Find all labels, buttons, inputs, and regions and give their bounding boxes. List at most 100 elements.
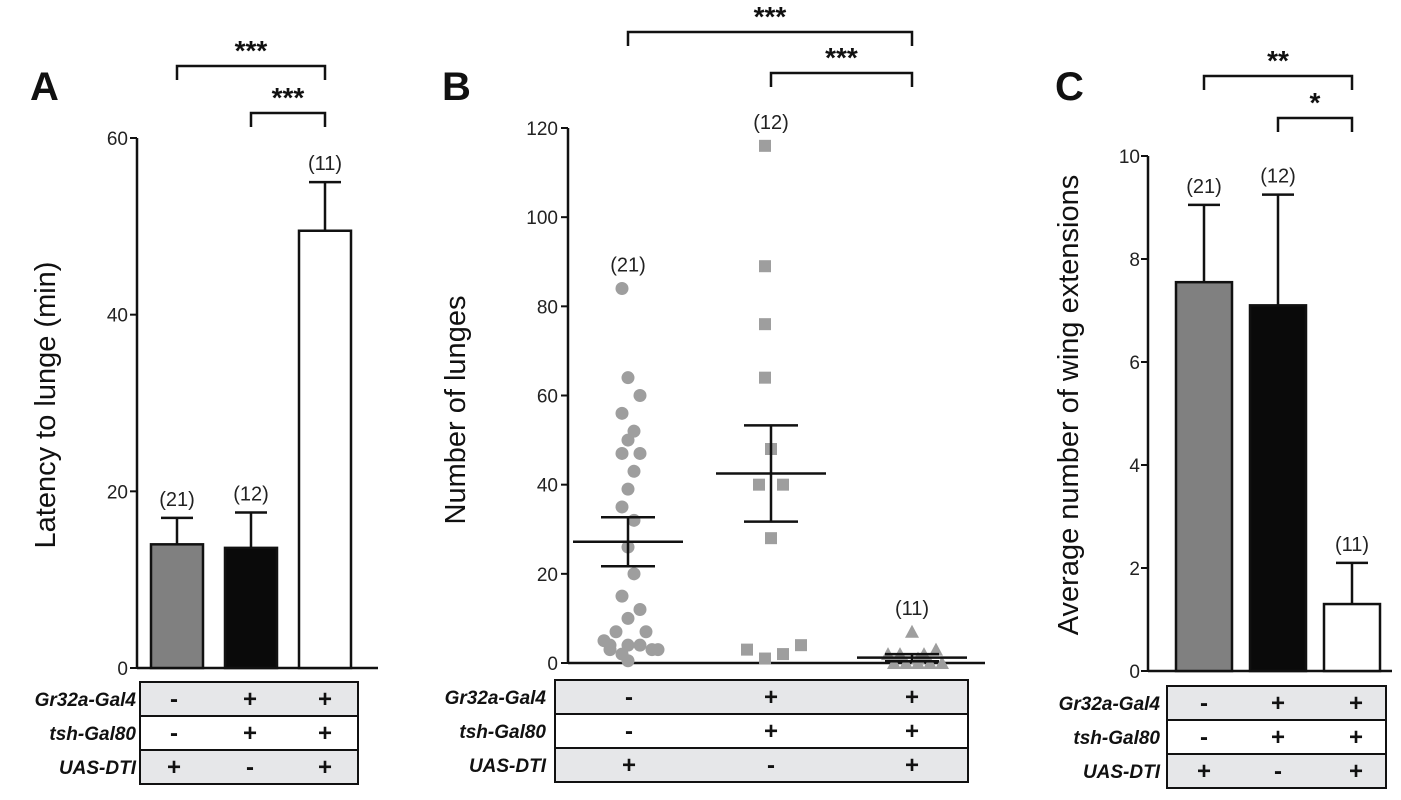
- genotype-value-c: -: [1274, 758, 1282, 785]
- significance-stars-a: ***: [235, 35, 268, 66]
- table-row-a: [139, 749, 359, 785]
- ylabel-b: Number of lunges: [440, 296, 472, 525]
- data-point-square: [753, 478, 765, 491]
- n-label-b: (12): [753, 112, 789, 134]
- n-label-a: (12): [233, 484, 269, 506]
- data-point-square: [765, 532, 777, 545]
- genotype-value-b: -: [767, 752, 775, 779]
- genotype-value-b: +: [905, 684, 919, 711]
- y-tick-label-c: 4: [1129, 456, 1140, 477]
- genotype-label-c: Gr32a-Gal4: [1059, 694, 1161, 715]
- genotype-value-c: +: [1197, 758, 1211, 785]
- y-tick-label-c: 0: [1129, 662, 1140, 683]
- genotype-value-b: -: [625, 718, 633, 745]
- bar-a: [149, 543, 205, 670]
- genotype-value-c: +: [1349, 758, 1363, 785]
- genotype-value-c: -: [1200, 724, 1208, 751]
- data-point-triangle: [887, 656, 901, 669]
- significance-stars-b: ***: [825, 42, 858, 73]
- data-point-circle: [621, 433, 635, 447]
- data-point-circle: [633, 638, 647, 652]
- data-point-circle: [627, 464, 641, 478]
- table-row-c: [1166, 719, 1387, 755]
- data-point-circle: [633, 446, 647, 460]
- data-point-circle: [615, 589, 629, 603]
- genotype-value-a: +: [318, 754, 332, 781]
- genotype-value-b: +: [905, 752, 919, 779]
- data-point-circle: [609, 625, 623, 639]
- significance-bracket-c: [1276, 116, 1354, 132]
- data-point-square: [741, 643, 753, 656]
- y-tick-label-b: 0: [547, 654, 558, 675]
- genotype-value-b: +: [764, 684, 778, 711]
- data-point-circle: [633, 389, 647, 402]
- data-point-triangle: [911, 656, 925, 669]
- data-point-circle: [621, 482, 635, 496]
- data-point-triangle: [905, 624, 919, 638]
- y-tick-label-a: 60: [107, 129, 128, 150]
- y-tick-label-c: 8: [1129, 250, 1140, 271]
- y-tick-label-b: 100: [526, 208, 558, 229]
- data-point-circle: [627, 567, 641, 581]
- y-tick-label-b: 80: [537, 297, 558, 318]
- ylabel-a: Latency to lunge (min): [30, 262, 62, 549]
- panel-letter-c: C: [1055, 65, 1084, 109]
- genotype-value-a: +: [318, 686, 332, 713]
- data-point-triangle: [929, 642, 943, 656]
- genotype-value-a: -: [246, 754, 254, 781]
- significance-bracket-b: [626, 30, 914, 46]
- bar-c: [1322, 602, 1382, 673]
- data-point-circle: [633, 603, 647, 616]
- data-point-circle: [627, 513, 641, 527]
- genotype-tables: Gr32a-Gal4 - + + tsh-Gal80 - + + UAS-DTI + - + Gr32a…: [35, 679, 1387, 789]
- genotype-value-b: -: [625, 684, 633, 711]
- data-point-square: [759, 260, 771, 273]
- genotype-label-c: tsh-Gal80: [1073, 728, 1160, 749]
- data-point-circle: [651, 643, 665, 657]
- table-row-b: [554, 747, 969, 783]
- genotype-value-c: +: [1349, 724, 1363, 751]
- data-point-square: [759, 371, 771, 384]
- data-point-circle: [615, 406, 629, 420]
- significance-bracket-a: [175, 64, 327, 80]
- panel-letter-b: B: [442, 65, 471, 109]
- y-tick-label-c: 2: [1129, 559, 1140, 580]
- data-point-circle: [615, 282, 629, 295]
- data-point-square: [777, 648, 789, 661]
- genotype-label-c: UAS-DTI: [1083, 762, 1161, 783]
- y-tick-label-a: 0: [117, 659, 128, 680]
- genotype-label-a: UAS-DTI: [59, 758, 137, 779]
- n-label-c: (12): [1260, 166, 1296, 188]
- genotype-label-b: Gr32a-Gal4: [445, 688, 547, 709]
- y-tick-label-c: 6: [1129, 353, 1140, 374]
- data-point-square: [759, 652, 771, 665]
- genotype-value-a: -: [170, 686, 178, 713]
- data-point-circle: [639, 625, 653, 639]
- table-row-a: [139, 715, 359, 751]
- significance-bracket-a: [249, 111, 327, 127]
- data-point-square: [795, 639, 807, 652]
- n-label-a: (21): [159, 489, 195, 511]
- bar-c: [1248, 304, 1308, 673]
- y-tick-label-b: 20: [537, 565, 558, 586]
- bar-a: [297, 229, 353, 670]
- genotype-value-a: -: [170, 720, 178, 747]
- significance-stars-b: ***: [754, 1, 787, 32]
- genotype-label-b: UAS-DTI: [469, 756, 547, 777]
- y-tick-label-b: 120: [526, 119, 558, 140]
- genotype-label-a: tsh-Gal80: [49, 724, 136, 745]
- genotype-value-c: -: [1200, 690, 1208, 717]
- n-label-b: (11): [895, 598, 929, 620]
- genotype-value-b: +: [622, 752, 636, 779]
- panel-letter-a: A: [30, 65, 59, 109]
- panel-b: 0 20 40 60 80 100 120 (21) (12) (11) *** ***: [526, 1, 985, 675]
- genotype-value-b: +: [764, 718, 778, 745]
- y-tick-label-b: 60: [537, 387, 558, 408]
- y-tick-label-c: 10: [1119, 147, 1140, 168]
- data-point-circle: [621, 371, 635, 385]
- data-point-triangle: [923, 656, 937, 669]
- significance-stars-c: **: [1267, 45, 1289, 76]
- genotype-value-b: +: [905, 718, 919, 745]
- significance-stars-a: ***: [272, 82, 305, 113]
